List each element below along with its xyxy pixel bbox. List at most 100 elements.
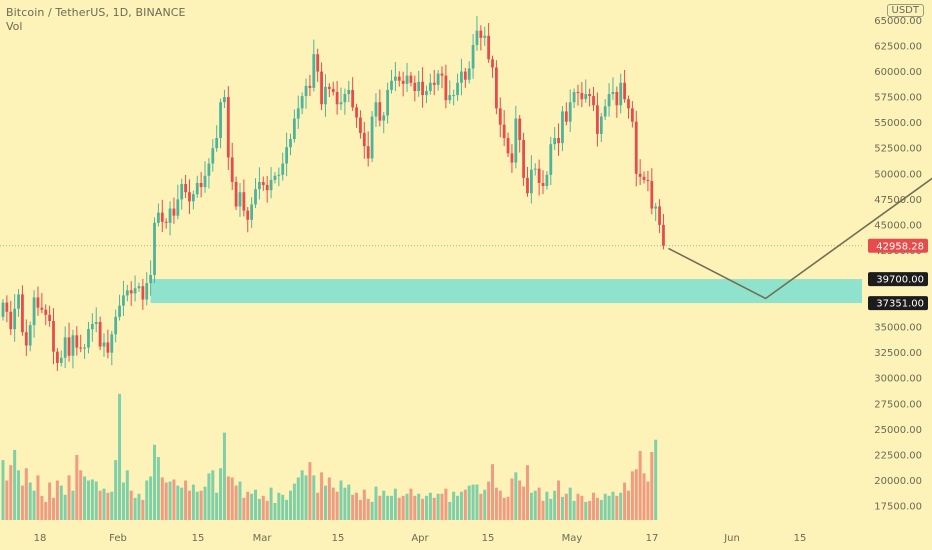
volume-bar <box>242 497 246 520</box>
volume-bar <box>106 492 110 520</box>
candle-body <box>304 85 308 97</box>
volume-bar <box>626 490 630 520</box>
candle-body <box>642 176 646 180</box>
volume-bar <box>619 492 623 520</box>
candle-body <box>149 274 153 284</box>
volume-bar <box>650 451 654 520</box>
volume-bar <box>611 491 615 520</box>
candlesticks <box>1 16 665 371</box>
candle-body <box>421 81 424 96</box>
candle-body <box>405 75 409 84</box>
candle-body <box>203 175 207 188</box>
volume-bar <box>487 481 491 520</box>
volume-bar <box>71 490 75 520</box>
candle-body <box>425 90 428 96</box>
time-axis[interactable]: 18 Feb 15 Mar 15 Apr 15 May 17 Jun 15 <box>34 533 807 544</box>
candle-body <box>188 192 191 202</box>
symbol-title[interactable]: Bitcoin / TetherUS, 1D, BINANCE <box>6 6 186 19</box>
volume-bar <box>20 485 24 520</box>
candle-body <box>133 288 137 294</box>
volume-bar <box>654 439 658 520</box>
volume-bar <box>52 497 56 520</box>
candle-body <box>506 138 510 154</box>
volume-bar <box>374 486 378 520</box>
candle-body <box>502 124 506 138</box>
candle-body <box>184 184 187 193</box>
candle-body <box>129 290 133 294</box>
volume-bar <box>211 470 215 520</box>
candle-body <box>471 44 475 69</box>
candle-body <box>277 174 281 176</box>
volume-bar <box>355 492 359 520</box>
volume-bar <box>48 482 52 520</box>
support-zone-rect[interactable] <box>150 279 862 304</box>
volume-bar <box>141 499 145 520</box>
zone-top-tag[interactable] <box>868 272 928 287</box>
price-axis[interactable]: 17500.00 20000.00 22500.00 25000.00 27500.00… <box>868 16 928 513</box>
candle-body <box>180 184 184 200</box>
volume-bar <box>428 492 432 520</box>
price-tick-label: 57500.00 <box>874 93 922 104</box>
time-tick-label: May <box>562 533 583 544</box>
volume-bar <box>5 480 9 520</box>
candle-body <box>444 75 448 101</box>
volume-bar <box>646 481 650 520</box>
price-tick-label: 32500.00 <box>874 348 922 359</box>
currency-button[interactable]: USDT <box>886 4 924 17</box>
volume-bar <box>417 493 421 520</box>
volume-bar <box>121 482 125 520</box>
volume-bar <box>273 502 277 520</box>
volume-bar <box>475 484 479 520</box>
volume-bar <box>102 488 106 520</box>
volume-bar <box>222 432 226 520</box>
candle-body <box>603 106 607 117</box>
candle-body <box>615 92 619 106</box>
volume-bar <box>623 482 627 520</box>
candle-body <box>125 290 129 296</box>
volume-bar <box>180 487 184 520</box>
volume-bar <box>292 483 296 520</box>
candle-body <box>572 92 576 103</box>
volume-bar <box>254 489 258 520</box>
volume-bar <box>506 496 510 520</box>
volume-bar <box>207 473 211 520</box>
candle-body <box>48 314 52 321</box>
last-price-tag[interactable] <box>868 238 928 253</box>
candle-body <box>9 311 13 330</box>
candle-body <box>176 199 180 216</box>
volume-bar <box>603 493 607 520</box>
volume-bar <box>634 469 638 520</box>
candle-body <box>55 351 59 363</box>
volume-bar <box>13 449 17 520</box>
time-tick-label: 15 <box>332 533 345 544</box>
volume-bar <box>238 481 242 520</box>
projection-path[interactable] <box>668 158 932 300</box>
volume-indicator-label[interactable]: Vol <box>6 20 23 33</box>
volume-bar <box>44 501 48 520</box>
volume-bar <box>172 479 176 520</box>
volume-bar <box>390 495 393 520</box>
volume-bar <box>479 493 483 520</box>
volume-bar <box>67 475 71 520</box>
candle-body <box>63 337 67 358</box>
candle-body <box>510 153 514 163</box>
candle-body <box>658 206 661 225</box>
candle-body <box>537 168 541 183</box>
volume-bar <box>502 497 506 520</box>
support-zone[interactable] <box>150 279 862 304</box>
candle-body <box>514 118 518 163</box>
zone-bottom-tag[interactable] <box>868 296 928 311</box>
volume-bar <box>304 475 308 520</box>
volume-bar <box>553 490 557 520</box>
volume-bar <box>533 490 537 520</box>
candle-body <box>607 94 611 107</box>
volume-bar <box>370 501 374 520</box>
volume-bar <box>397 497 401 520</box>
volume-bar <box>86 480 90 520</box>
volume-bar <box>339 480 343 520</box>
candle-body <box>483 35 487 38</box>
projection-drawing[interactable] <box>668 158 932 300</box>
candle-body <box>24 332 28 346</box>
